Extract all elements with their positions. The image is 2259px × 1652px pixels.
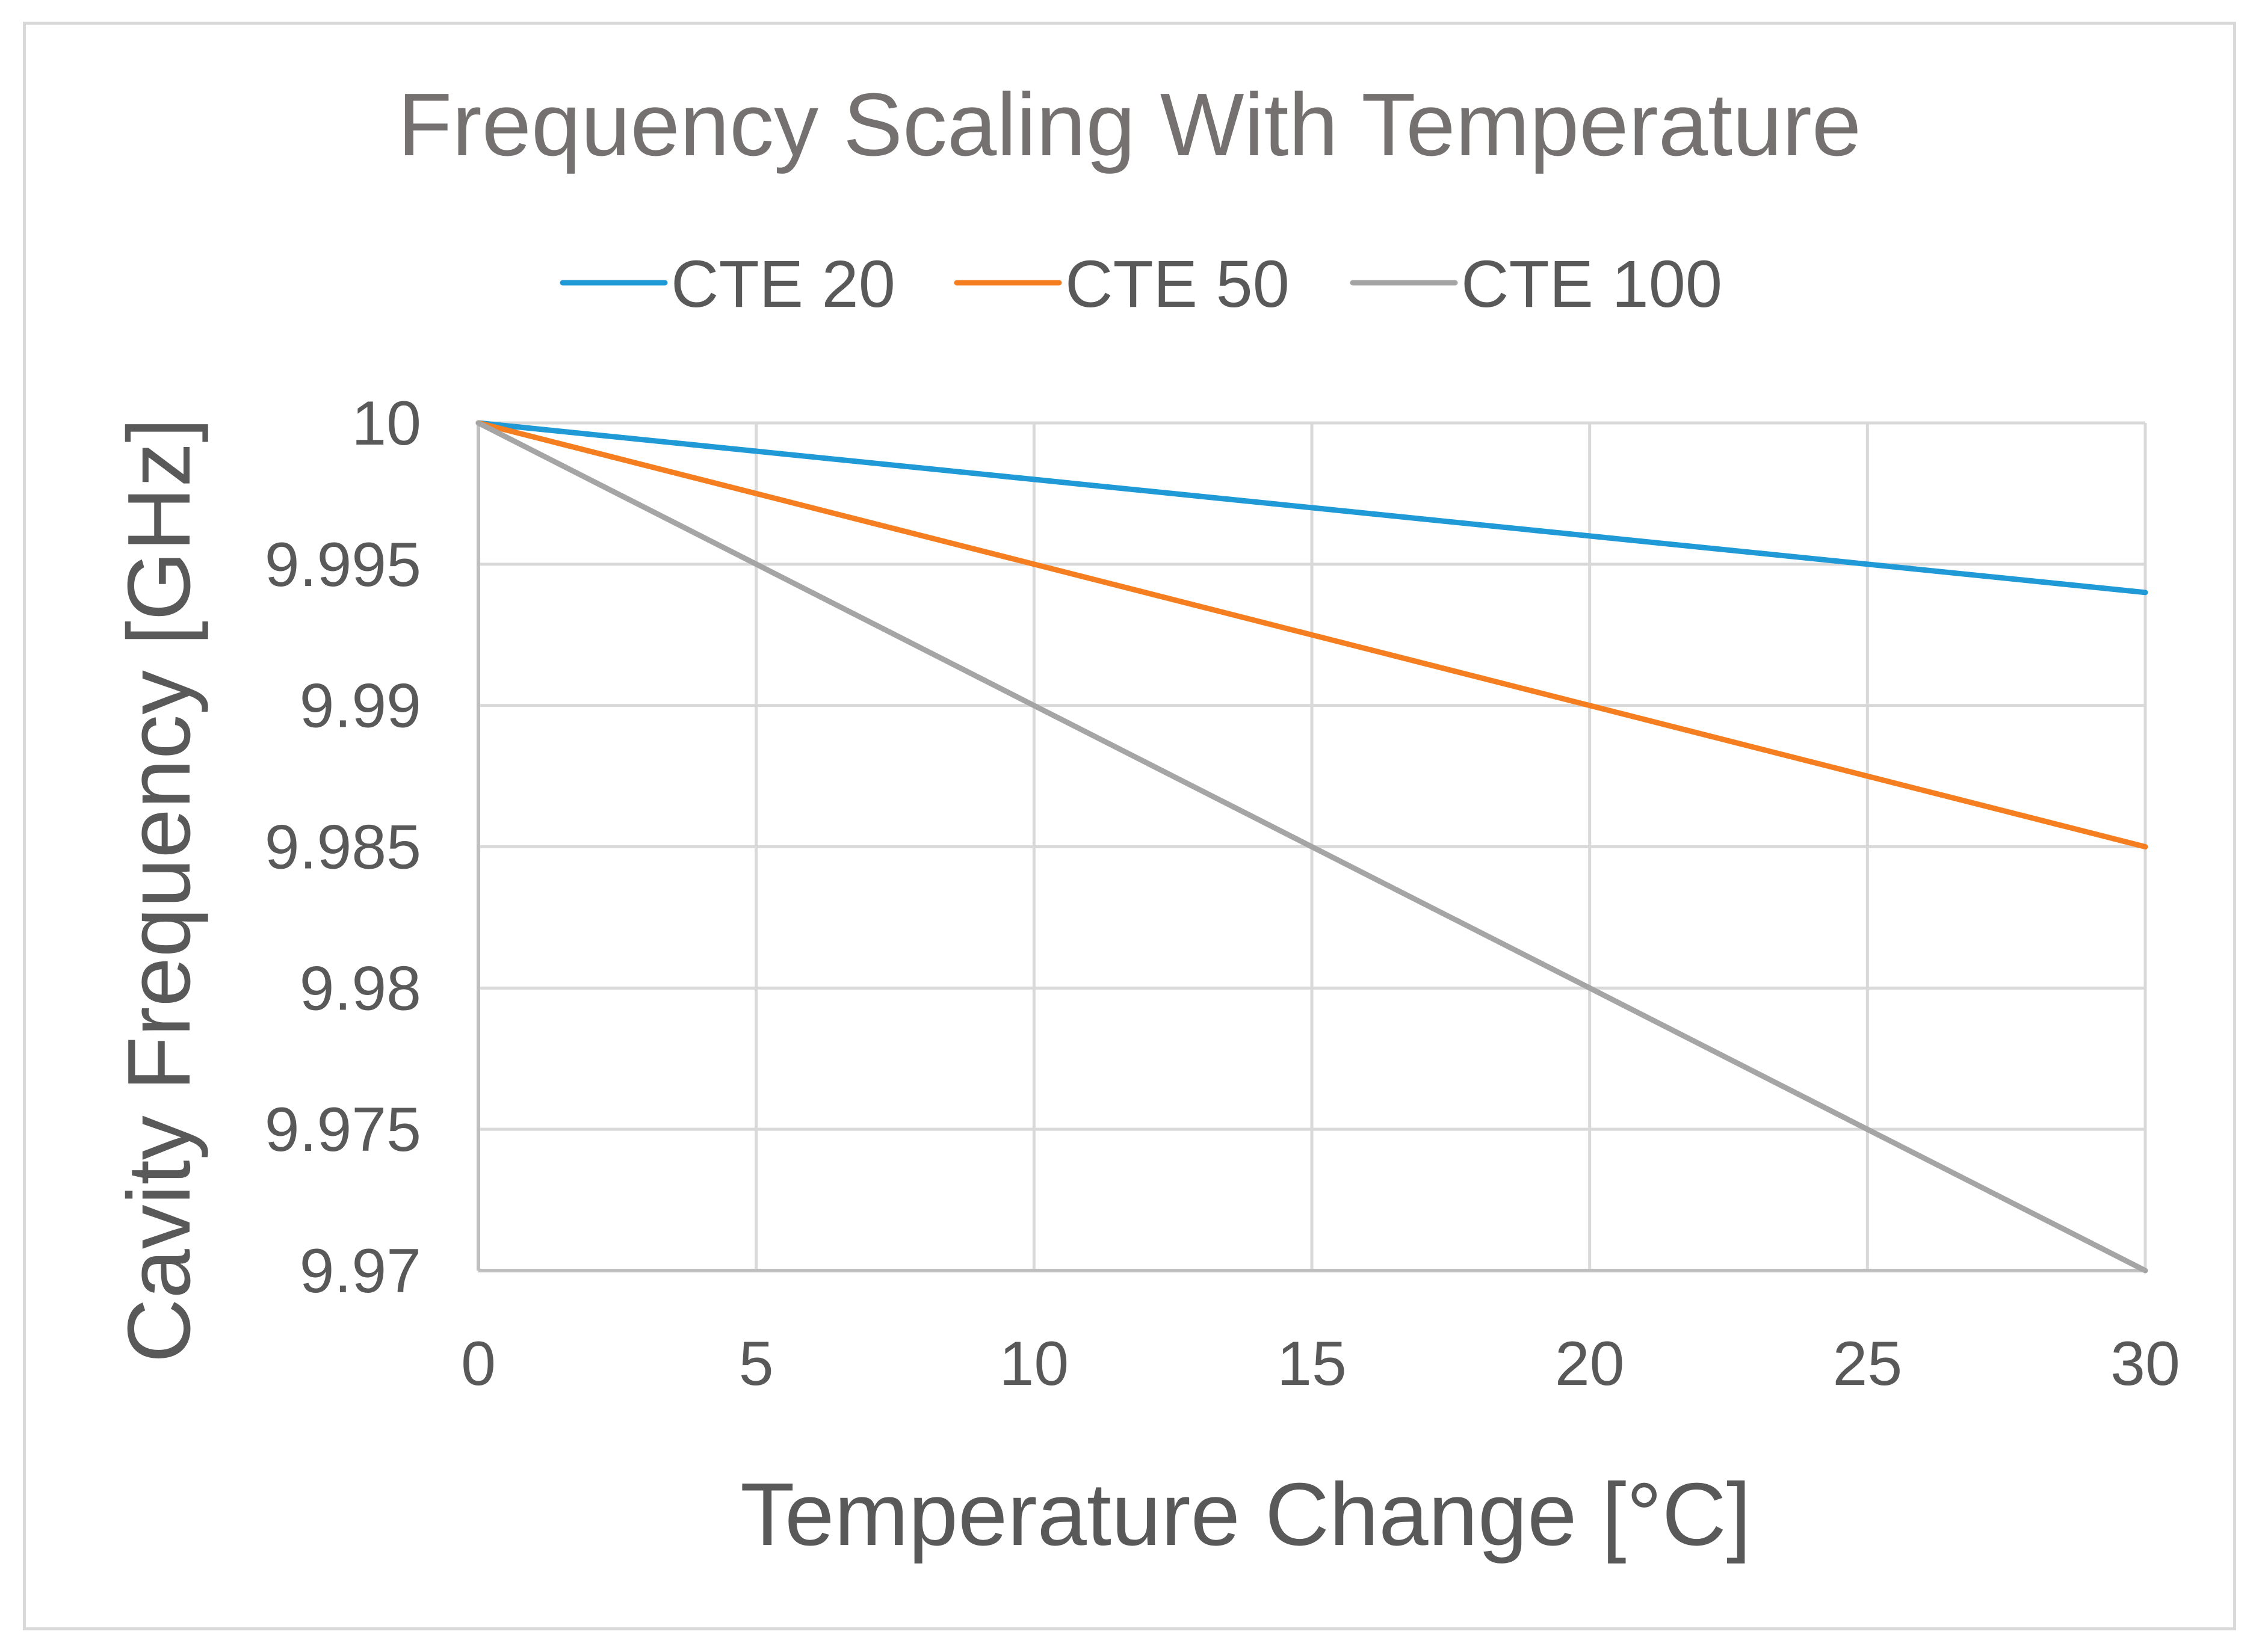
- y-tick-label: 9.98: [300, 954, 421, 1023]
- y-tick-label: 9.975: [265, 1095, 421, 1165]
- legend-label-cte-20: CTE 20: [671, 247, 895, 321]
- y-axis-title: Cavity Frequency [GHz]: [110, 418, 209, 1363]
- x-tick-label: 20: [1555, 1329, 1625, 1399]
- series-line-cte-50: [475, 420, 2148, 849]
- y-tick-label: 9.985: [265, 813, 421, 883]
- x-tick-label: 0: [461, 1329, 496, 1399]
- axes: [477, 423, 2145, 1272]
- y-tick-label: 9.995: [265, 530, 421, 600]
- y-axis-tick-labels: 9.97 9.975 9.98 9.985 9.99 9.995 10: [265, 389, 421, 1306]
- y-tick-label: 9.97: [300, 1236, 421, 1306]
- x-axis-title: Temperature Change [°C]: [740, 1465, 1751, 1564]
- x-tick-label: 25: [1832, 1329, 1902, 1399]
- x-tick-label: 15: [1277, 1329, 1347, 1399]
- y-tick-label: 9.99: [300, 671, 421, 741]
- chart-title: Frequency Scaling With Temperature: [398, 75, 1861, 174]
- legend: CTE 20 CTE 50 CTE 100: [560, 247, 1722, 321]
- x-tick-label: 5: [739, 1329, 774, 1399]
- y-tick-label: 10: [351, 389, 421, 458]
- legend-label-cte-100: CTE 100: [1461, 247, 1722, 321]
- x-tick-label: 30: [2110, 1329, 2180, 1399]
- x-axis-tick-labels: 0 5 10 15 20 25 30: [461, 1329, 2180, 1399]
- x-tick-label: 10: [999, 1329, 1069, 1399]
- series-line-cte-20: [475, 420, 2148, 596]
- series-lines: [475, 420, 2148, 1274]
- legend-label-cte-50: CTE 50: [1065, 247, 1290, 321]
- series-line-cte-100: [475, 420, 2148, 1274]
